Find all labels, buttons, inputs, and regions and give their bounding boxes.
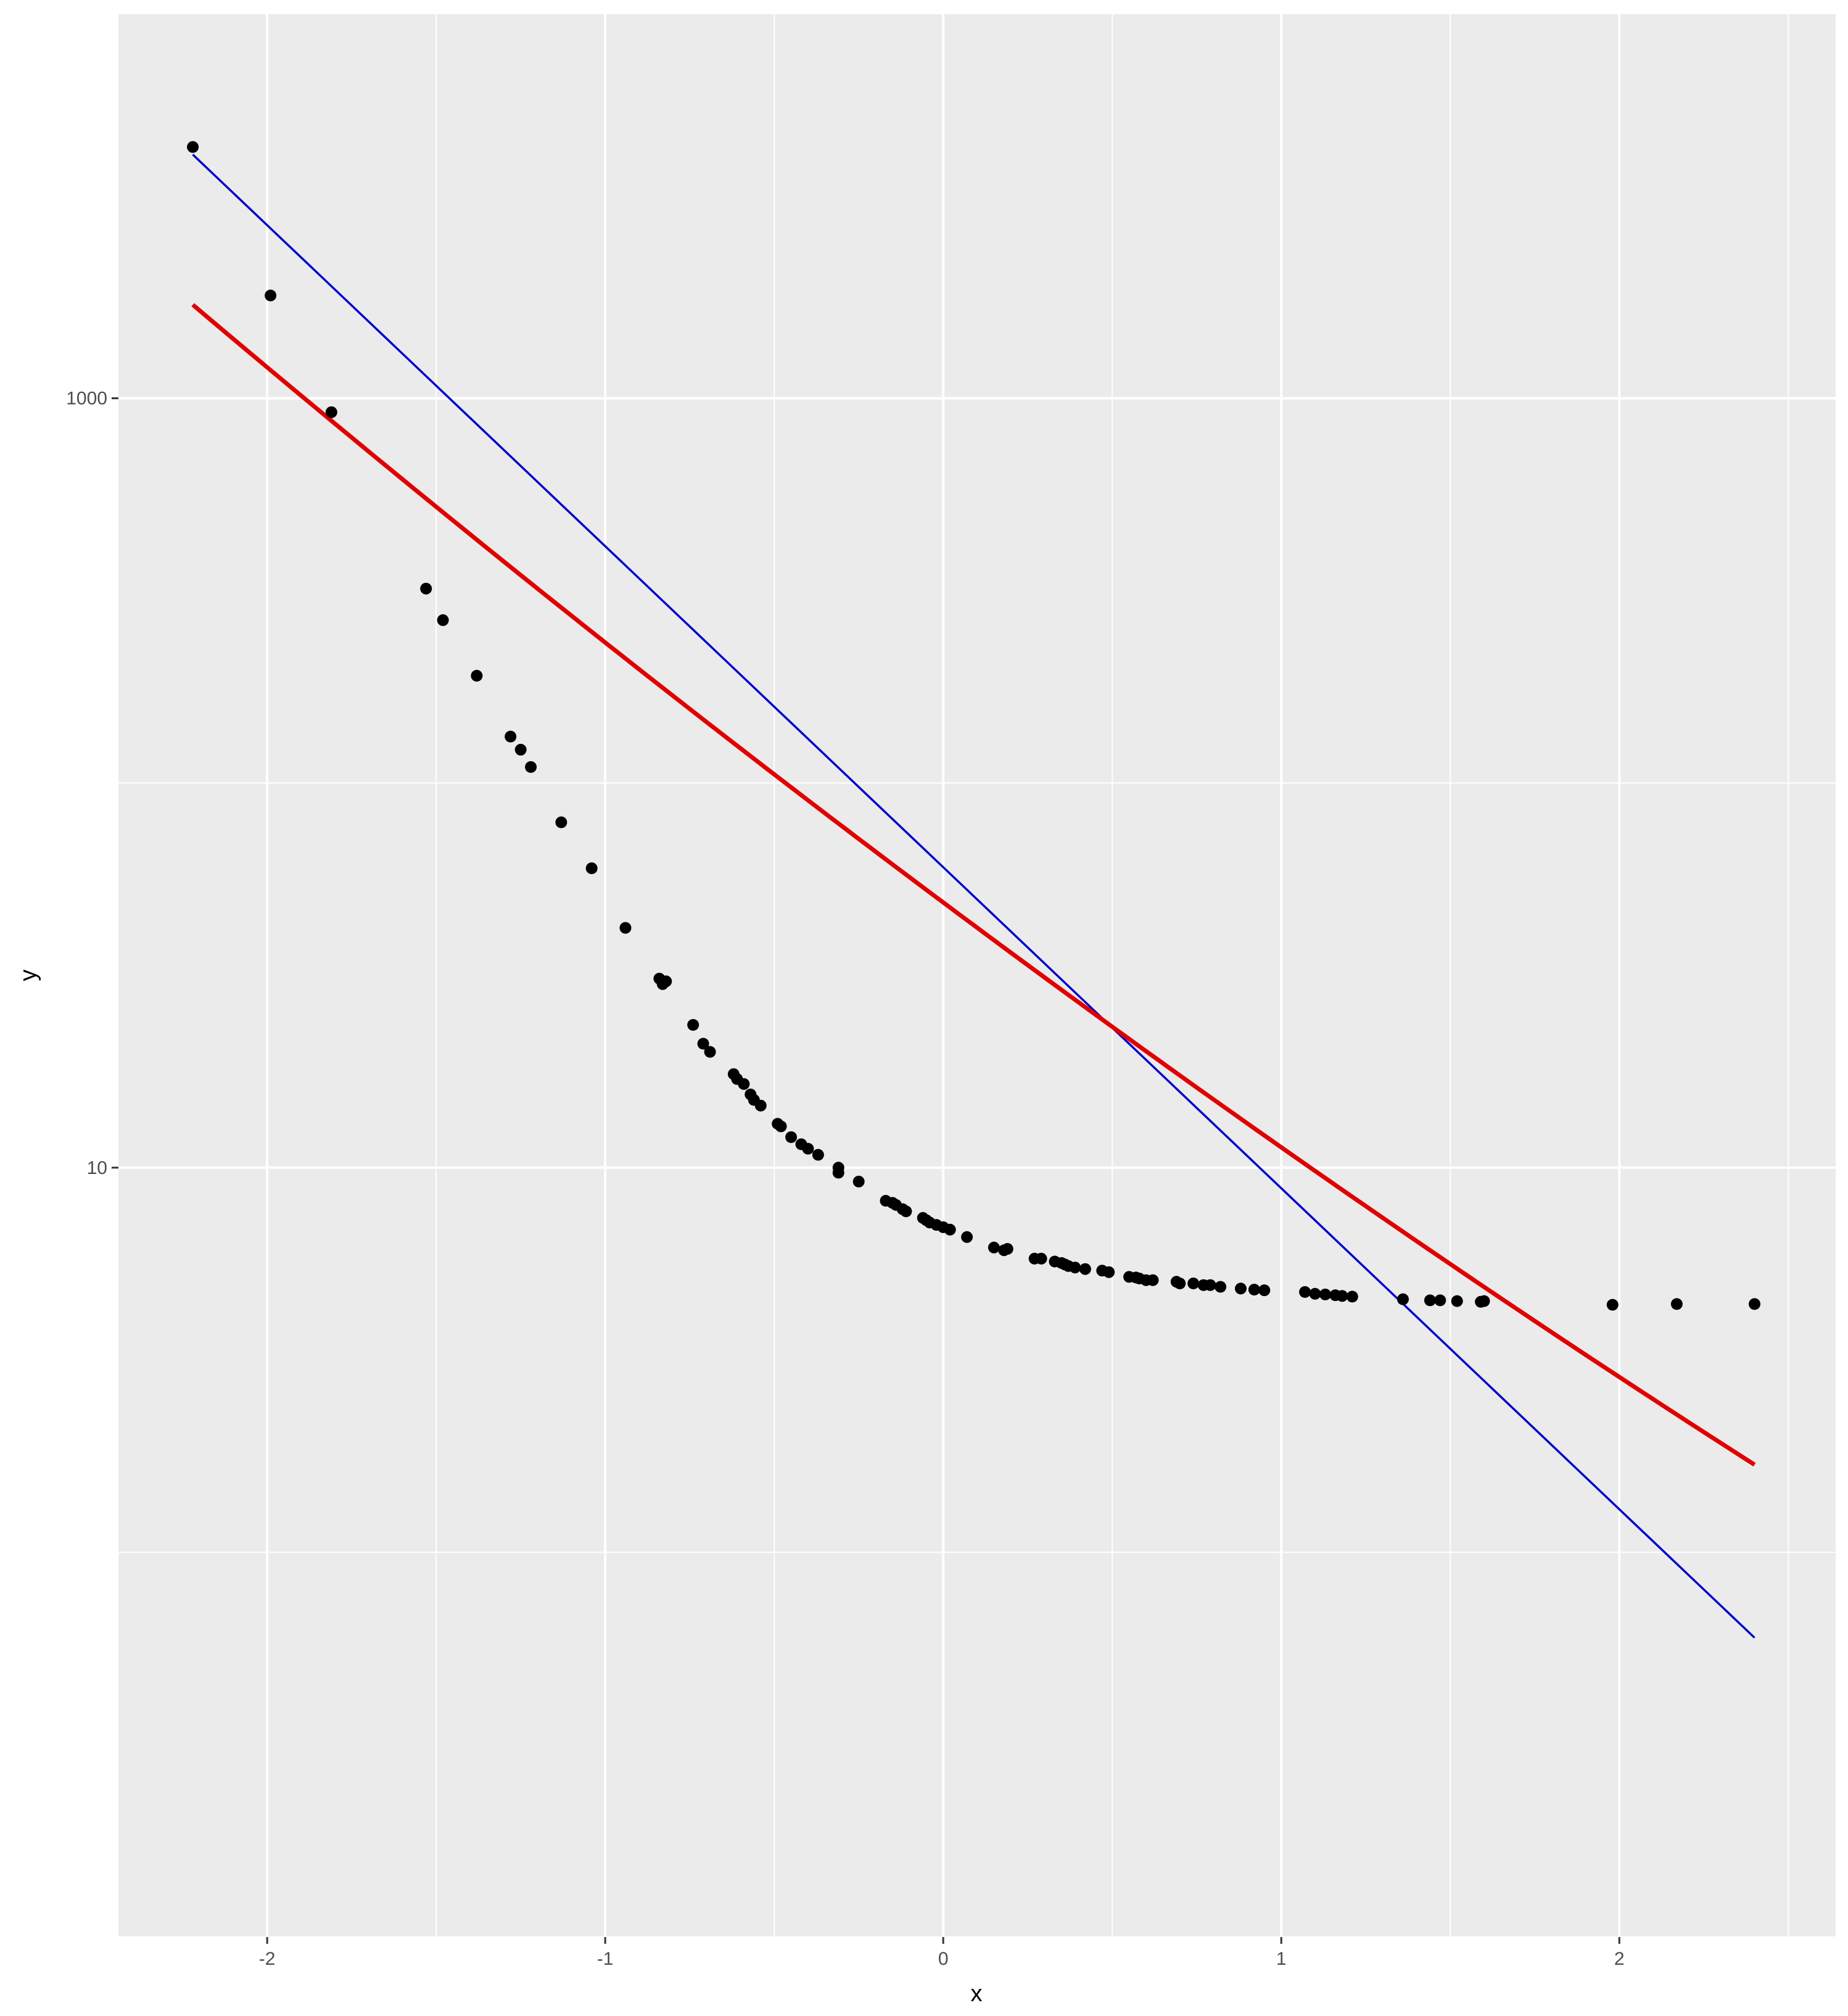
data-point xyxy=(961,1231,973,1243)
data-point xyxy=(785,1131,798,1143)
grid-lines xyxy=(118,13,1836,1938)
x-tick-label: 1 xyxy=(1276,1949,1287,1969)
data-point xyxy=(1079,1263,1091,1275)
y-tick-label: 10 xyxy=(87,1158,107,1178)
data-point xyxy=(1397,1293,1409,1305)
data-point xyxy=(775,1120,787,1133)
y-axis-title: y xyxy=(15,970,41,981)
data-point xyxy=(812,1149,824,1161)
plot-panel xyxy=(118,14,1836,1937)
data-points xyxy=(187,141,1760,1311)
data-point xyxy=(944,1223,956,1236)
data-point xyxy=(687,1018,699,1031)
x-tick-label: 2 xyxy=(1614,1949,1625,1969)
data-point xyxy=(1606,1299,1619,1311)
data-point xyxy=(1336,1290,1348,1302)
data-point xyxy=(437,614,449,626)
data-point xyxy=(738,1078,750,1090)
data-point xyxy=(1670,1298,1683,1310)
fit-line-red xyxy=(191,303,1756,1467)
data-point xyxy=(1035,1252,1047,1265)
data-point xyxy=(420,582,432,595)
data-point xyxy=(704,1046,716,1058)
data-point xyxy=(832,1167,844,1179)
data-point xyxy=(514,743,527,756)
data-point xyxy=(852,1175,865,1188)
fit-lines xyxy=(191,154,1756,1639)
data-point xyxy=(1309,1287,1321,1300)
x-tick-label: -2 xyxy=(259,1949,276,1969)
data-point xyxy=(1001,1243,1013,1255)
data-point xyxy=(325,406,337,418)
x-axis-title: x xyxy=(971,1981,983,2007)
data-point xyxy=(1204,1279,1216,1291)
data-point xyxy=(505,730,517,743)
data-point xyxy=(1424,1294,1436,1307)
data-point xyxy=(619,922,632,934)
data-point xyxy=(1103,1266,1115,1278)
data-point xyxy=(988,1241,1000,1254)
data-point xyxy=(1434,1294,1446,1307)
data-point xyxy=(555,816,567,828)
y-tick-label: 1000 xyxy=(66,389,107,409)
x-tick-label: 0 xyxy=(938,1949,949,1969)
data-point xyxy=(754,1099,767,1112)
data-point xyxy=(1451,1295,1463,1307)
data-point xyxy=(1215,1281,1227,1293)
data-point xyxy=(265,289,277,302)
data-point xyxy=(1174,1278,1186,1289)
data-point xyxy=(900,1205,912,1218)
data-point xyxy=(1248,1284,1260,1295)
data-point xyxy=(1319,1288,1331,1300)
data-point xyxy=(1069,1262,1081,1274)
data-point xyxy=(1478,1295,1490,1307)
data-point xyxy=(802,1142,814,1155)
data-point xyxy=(1235,1283,1247,1295)
axis-ticks: -2 -1 0 1 2 10 1000 xyxy=(66,389,1624,1969)
data-point xyxy=(1258,1284,1271,1297)
data-point xyxy=(471,669,483,682)
data-point xyxy=(697,1038,709,1050)
x-tick-label: -1 xyxy=(597,1949,614,1969)
data-point xyxy=(1147,1274,1159,1286)
data-point xyxy=(1187,1278,1200,1289)
data-point xyxy=(187,141,199,153)
fit-line-blue xyxy=(192,154,1755,1639)
data-point xyxy=(585,862,598,874)
data-point xyxy=(1299,1286,1311,1298)
data-point xyxy=(660,975,672,988)
data-point xyxy=(1749,1298,1760,1310)
data-point xyxy=(525,761,537,773)
data-point xyxy=(1346,1291,1358,1303)
